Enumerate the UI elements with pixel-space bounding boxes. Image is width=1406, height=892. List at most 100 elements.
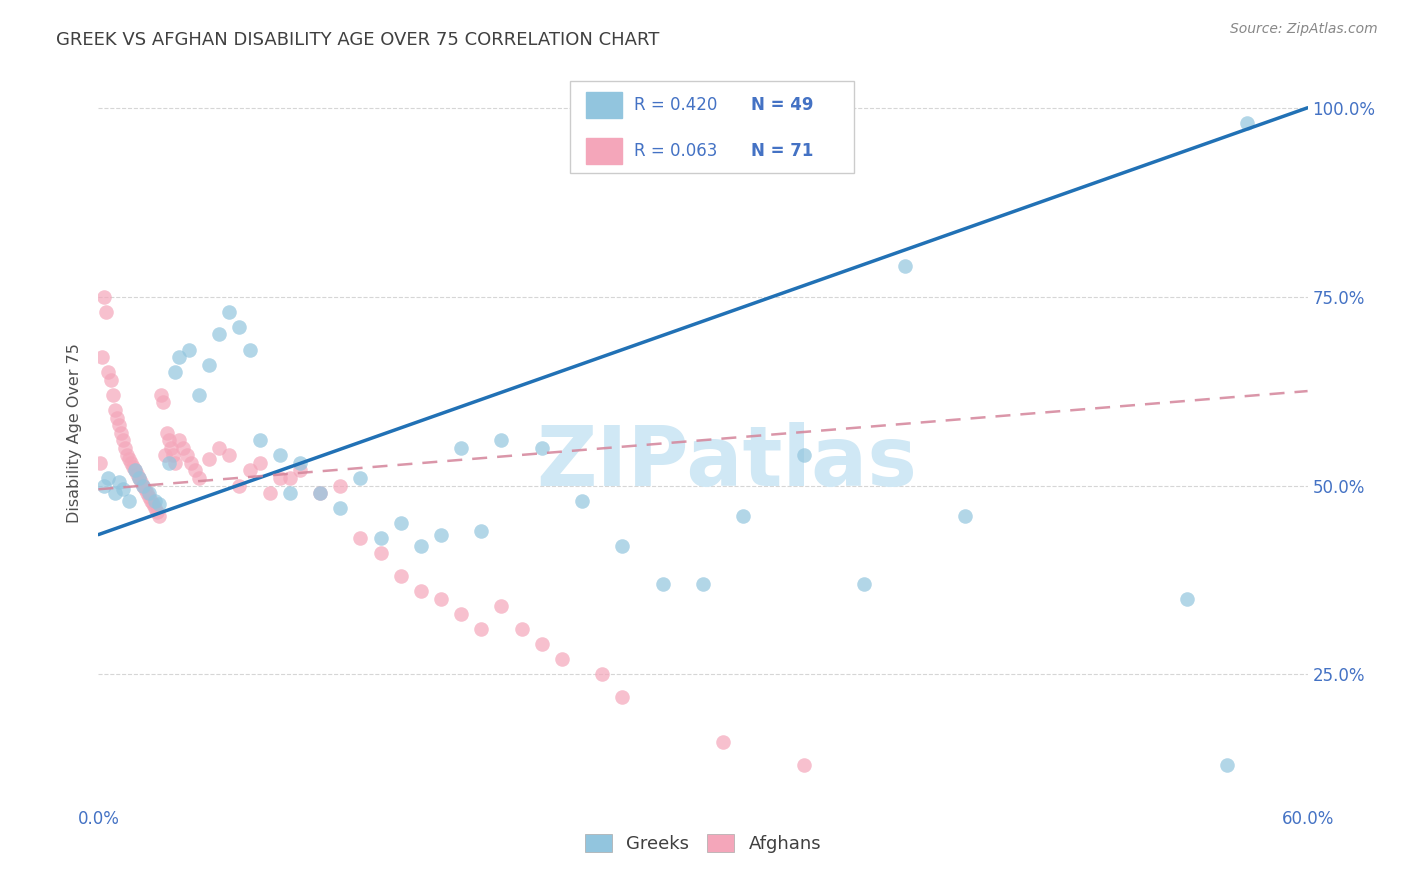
Point [389,516,412,531]
Point [208,327,231,342]
Point [198,452,221,467]
Point [370,547,392,561]
Point [551,652,574,666]
Point [530,637,553,651]
Point [228,319,250,334]
Point [853,576,876,591]
Point [121,459,143,474]
Point [184,463,207,477]
Point [111,483,134,497]
Point [491,599,513,614]
Point [651,576,673,591]
Point [124,463,146,477]
Point [430,591,453,606]
Point [103,486,125,500]
Point [128,471,150,485]
Point [149,388,172,402]
Point [89,456,111,470]
Point [239,463,262,477]
Point [180,456,202,470]
Point [612,690,634,704]
Point [100,373,122,387]
Point [218,304,240,318]
Point [148,497,170,511]
Point [93,478,115,492]
Point [172,441,194,455]
Point [107,475,129,489]
Point [167,350,190,364]
Point [114,441,136,455]
Point [107,418,129,433]
Point [430,527,453,541]
Point [160,441,183,455]
Point [163,456,186,470]
Point [692,576,714,591]
Point [893,260,915,274]
Point [110,425,132,440]
Point [138,486,160,500]
Point [591,667,613,681]
Point [138,490,160,504]
Point [143,493,166,508]
Point [329,501,352,516]
Point [530,441,553,455]
Point [157,456,180,470]
Point [249,433,271,447]
Point [349,532,371,546]
Text: GREEK VS AFGHAN DISABILITY AGE OVER 75 CORRELATION CHART: GREEK VS AFGHAN DISABILITY AGE OVER 75 C… [56,31,659,49]
Point [179,343,201,357]
Point [132,478,155,492]
Point [249,456,271,470]
Point [156,425,179,440]
Point [129,475,152,489]
Point [733,508,755,523]
Point [370,532,392,546]
Point [101,388,124,402]
Point [128,471,150,485]
Point [152,395,174,409]
FancyBboxPatch shape [586,138,621,164]
Point [148,508,170,523]
Legend: Greeks, Afghans: Greeks, Afghans [578,827,828,861]
Text: N = 49: N = 49 [751,96,814,114]
Point [612,539,634,553]
Point [470,524,492,538]
Point [91,350,114,364]
Point [218,448,240,462]
Point [118,452,141,467]
Point [105,410,128,425]
Point [167,433,190,447]
Point [163,365,186,379]
FancyBboxPatch shape [569,81,855,173]
Point [711,735,734,749]
Point [153,448,176,462]
Y-axis label: Disability Age Over 75: Disability Age Over 75 [67,343,83,523]
Point [228,478,250,492]
Point [288,456,311,470]
Point [157,433,180,447]
Point [97,471,120,485]
Point [953,508,976,523]
Point [409,539,432,553]
Point [111,433,134,447]
Point [1236,116,1258,130]
Point [409,584,432,599]
Text: R = 0.063: R = 0.063 [634,142,717,160]
Point [139,493,162,508]
Point [450,607,472,621]
Text: R = 0.420: R = 0.420 [634,96,717,114]
Point [208,441,231,455]
Point [125,467,148,482]
Text: ZIPatlas: ZIPatlas [537,422,918,503]
Point [239,343,262,357]
Point [309,486,332,500]
Point [198,358,221,372]
Point [389,569,412,583]
Point [118,493,141,508]
Point [571,493,593,508]
Point [143,501,166,516]
Point [188,471,211,485]
Point [134,483,156,497]
Text: Source: ZipAtlas.com: Source: ZipAtlas.com [1230,22,1378,37]
Point [103,403,125,417]
